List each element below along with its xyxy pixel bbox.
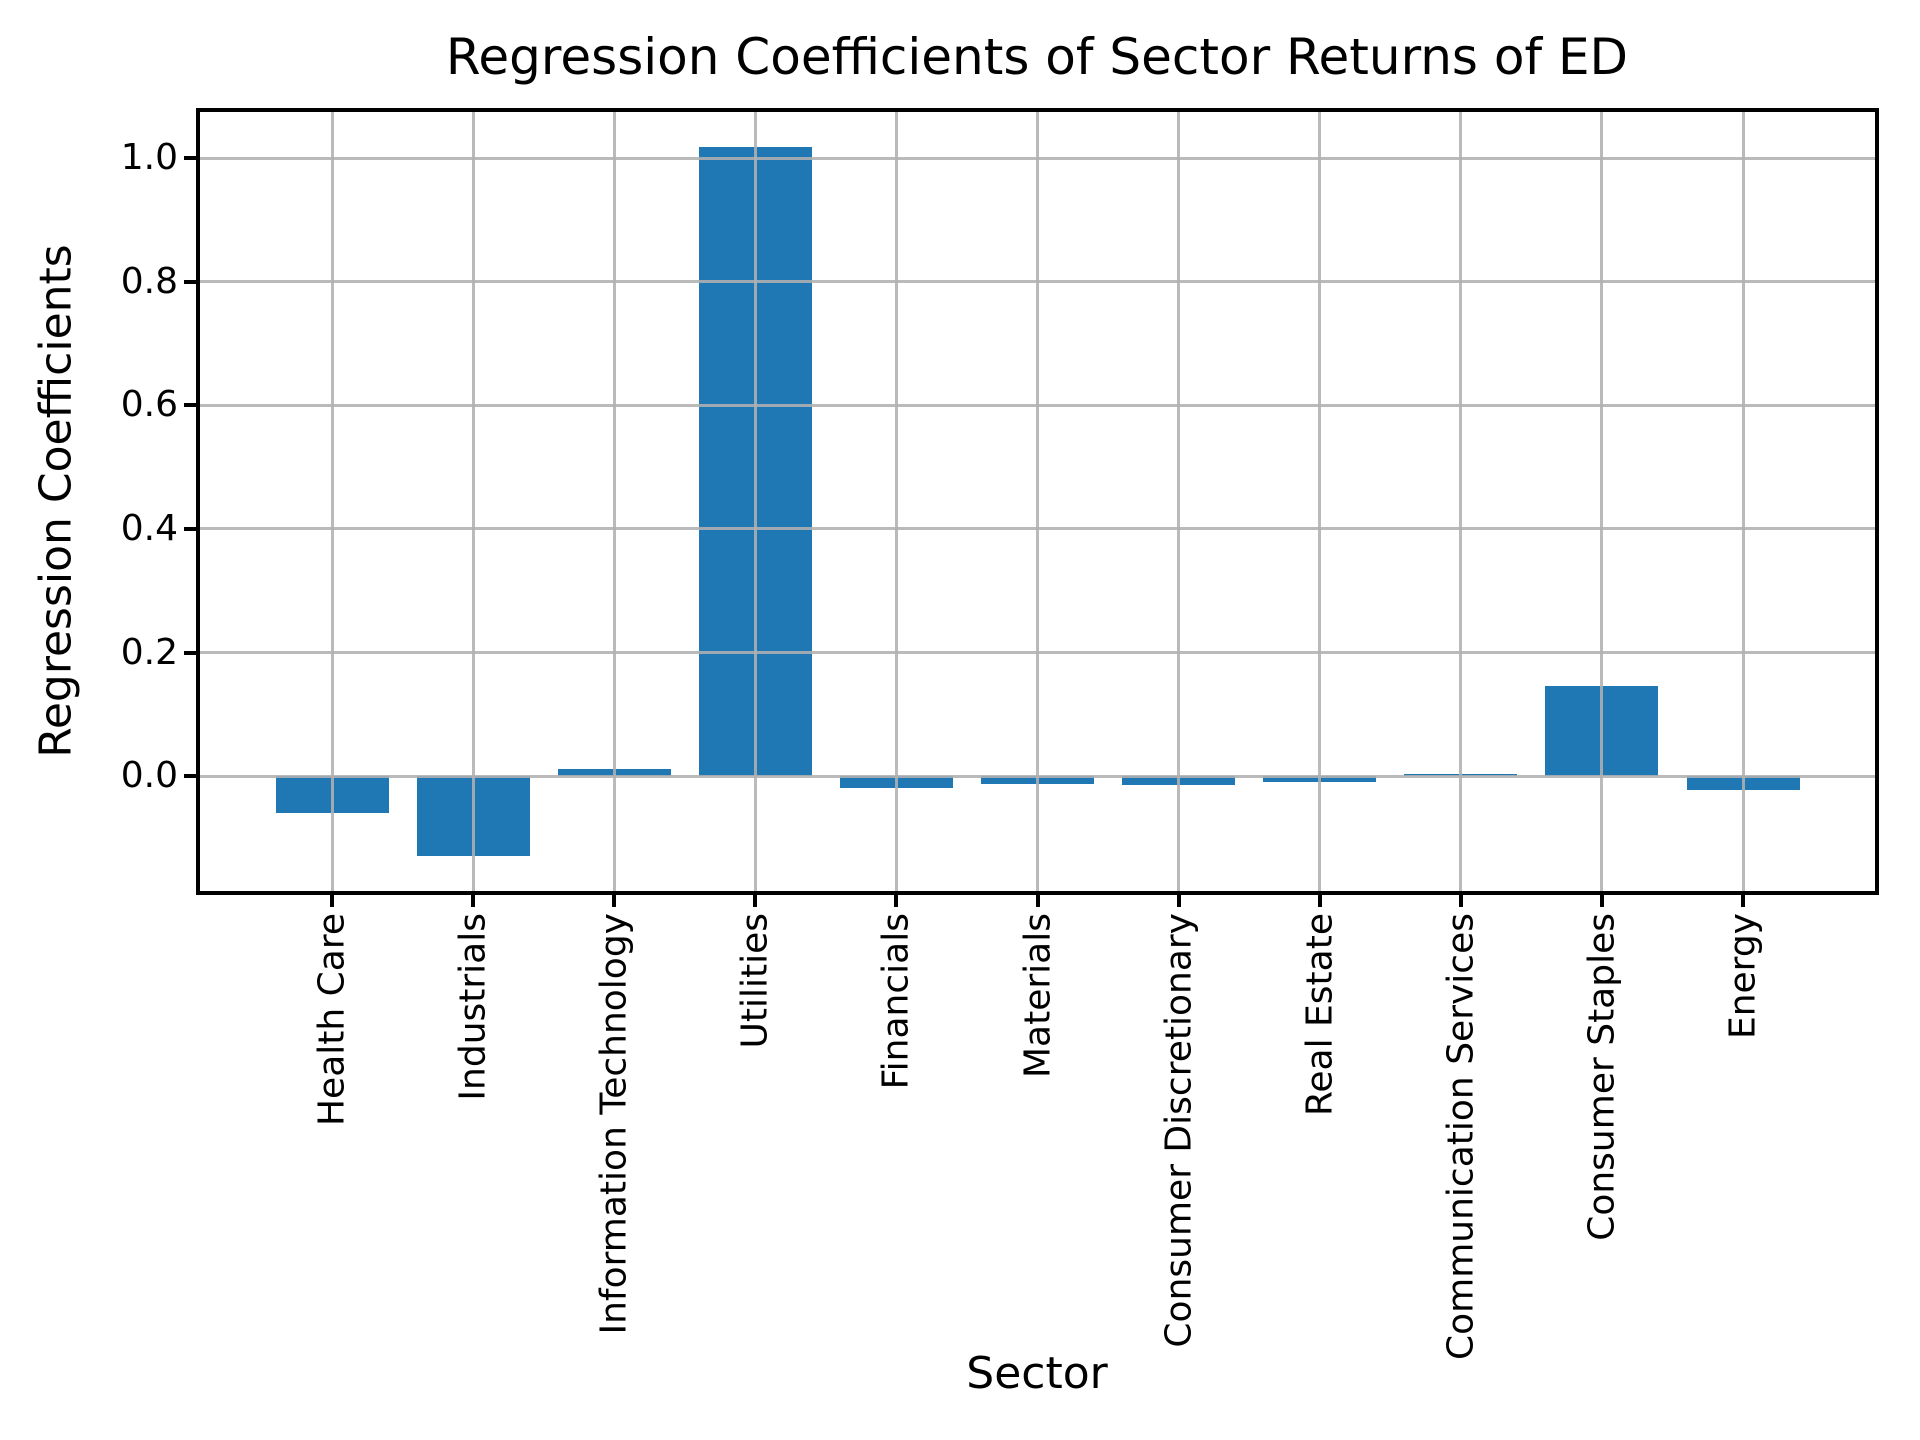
- x-tick-label-information-technology: Information Technology: [593, 913, 635, 1335]
- y-tick-label-1.0: 1.0: [120, 137, 178, 179]
- x-tick-label-real-estate: Real Estate: [1299, 913, 1341, 1116]
- x-tick-label-consumer-discretionary: Consumer Discretionary: [1158, 913, 1200, 1348]
- v-gridline-health-care: [330, 112, 334, 891]
- v-gridline-materials: [1036, 112, 1039, 891]
- v-gridline-financials: [894, 112, 898, 891]
- x-tick-consumer-staples: [1599, 895, 1604, 907]
- x-tick-utilities: [753, 895, 758, 907]
- chart-title: Regression Coefficients of Sector Return…: [445, 28, 1629, 86]
- y-tick-0.0: [184, 774, 196, 779]
- y-tick-0.2: [184, 650, 196, 655]
- v-gridline-consumer-discretionary: [1177, 112, 1181, 891]
- x-tick-label-health-care: Health Care: [311, 913, 353, 1127]
- y-tick-0.6: [184, 403, 196, 408]
- x-tick-label-utilities: Utilities: [734, 913, 776, 1049]
- x-tick-label-communication-services: Communication Services: [1440, 913, 1482, 1360]
- v-gridline-communication-services: [1459, 112, 1463, 891]
- x-axis-label: Sector: [966, 1348, 1108, 1399]
- plot-area: [196, 108, 1879, 895]
- y-tick-label-0.2: 0.2: [120, 631, 178, 673]
- x-tick-industrials: [471, 895, 476, 907]
- y-tick-0.8: [184, 279, 196, 284]
- x-tick-label-industrials: Industrials: [452, 913, 494, 1101]
- y-tick-0.4: [184, 526, 196, 531]
- x-tick-health-care: [330, 895, 334, 907]
- y-tick-label-0.4: 0.4: [120, 507, 178, 549]
- v-gridline-consumer-staples: [1600, 112, 1604, 891]
- y-tick-1.0: [184, 156, 196, 161]
- x-tick-materials: [1035, 895, 1040, 907]
- y-tick-label-0.8: 0.8: [120, 260, 178, 302]
- y-tick-label-0.0: 0.0: [120, 755, 178, 797]
- x-tick-label-energy: Energy: [1722, 913, 1764, 1040]
- x-tick-energy: [1741, 895, 1745, 907]
- v-gridline-information-technology: [612, 112, 616, 891]
- x-tick-communication-services: [1458, 895, 1463, 907]
- x-tick-information-technology: [612, 895, 617, 907]
- x-tick-financials: [894, 895, 899, 907]
- x-tick-label-consumer-staples: Consumer Staples: [1581, 913, 1623, 1241]
- y-tick-label-0.6: 0.6: [120, 384, 178, 426]
- x-tick-real-estate: [1317, 895, 1322, 907]
- x-tick-consumer-discretionary: [1176, 895, 1181, 907]
- plot-inner: [200, 112, 1875, 891]
- y-axis-label: Regression Coefficients: [30, 244, 82, 758]
- v-gridline-real-estate: [1318, 112, 1322, 891]
- v-gridline-energy: [1741, 112, 1745, 891]
- v-gridline-utilities: [753, 112, 757, 891]
- x-tick-label-financials: Financials: [875, 913, 917, 1090]
- v-gridline-industrials: [471, 112, 475, 891]
- x-tick-label-materials: Materials: [1017, 913, 1058, 1079]
